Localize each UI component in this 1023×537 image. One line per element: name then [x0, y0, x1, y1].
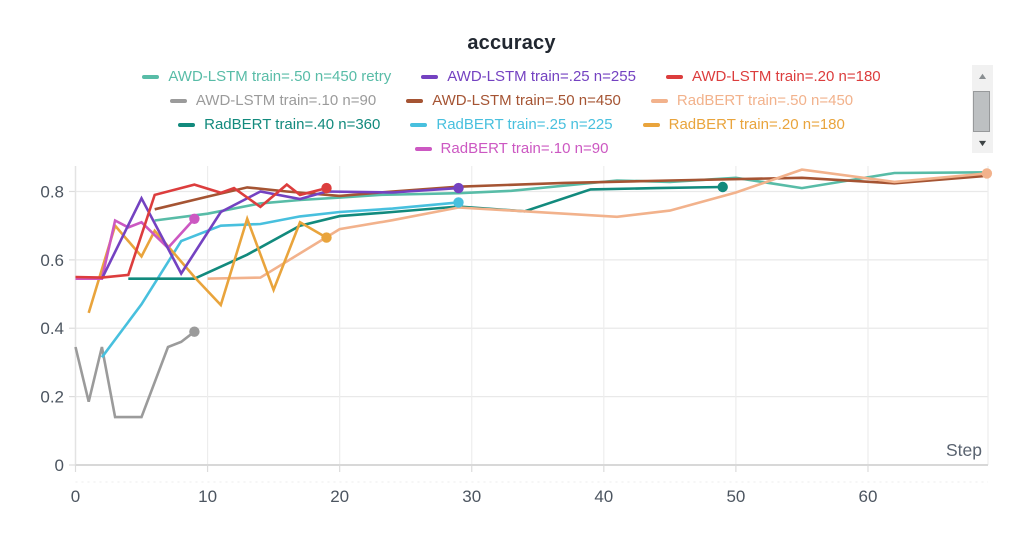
- up-arrow-icon: ▲: [976, 71, 989, 81]
- series-endpoint-dot: [717, 181, 728, 193]
- series-endpoint-dot: [189, 213, 200, 224]
- scrollbar-thumb[interactable]: [973, 91, 990, 132]
- series-endpoint-dot: [981, 168, 993, 179]
- legend-row: RadBERT train=.40 n=360 RadBERT train=.25…: [0, 114, 1023, 135]
- legend-swatch-icon: [414, 146, 432, 151]
- x-tick-label: 60: [859, 487, 878, 506]
- scrollbar[interactable]: ▲ ▼: [972, 65, 993, 153]
- series-endpoint-dot: [321, 232, 332, 243]
- series-line: [154, 174, 988, 211]
- legend-swatch-icon: [642, 122, 660, 127]
- series-endpoint-dot: [321, 182, 332, 194]
- series-line: [87, 214, 328, 314]
- legend-label: AWD-LSTM train=.25 n=255: [447, 68, 636, 85]
- legend-row: RadBERT train=.10 n=90: [0, 138, 1023, 159]
- legend-swatch-icon: [650, 98, 668, 103]
- series-endpoint-dot: [189, 326, 200, 337]
- series-line: [74, 330, 196, 419]
- x-tick-label: 30: [462, 487, 481, 506]
- legend-label: AWD-LSTM train=.10 n=90: [195, 92, 377, 109]
- legend-item[interactable]: RadBERT train=.50 n=450: [650, 90, 854, 111]
- y-tick-label: 0.2: [40, 388, 64, 407]
- x-tick-label: 20: [330, 487, 349, 506]
- series-line: [100, 201, 459, 359]
- legend-swatch-icon: [665, 74, 683, 79]
- x-tick-label: 40: [594, 487, 613, 506]
- legend-swatch-icon: [178, 122, 196, 127]
- legend-item[interactable]: AWD-LSTM train=.10 n=90: [169, 90, 377, 111]
- legend-item[interactable]: AWD-LSTM train=.25 n=255: [421, 66, 636, 87]
- legend-swatch-icon: [142, 74, 160, 79]
- x-tick-label: 10: [198, 487, 217, 506]
- legend-row: AWD-LSTM train=.10 n=90 AWD-LSTM train=.5…: [0, 90, 1023, 111]
- legend-label: AWD-LSTM train=.20 n=180: [691, 68, 881, 85]
- legend-swatch-icon: [410, 122, 428, 127]
- legend-label: RadBERT train=.40 n=360: [204, 116, 381, 133]
- x-tick-label: 50: [726, 487, 745, 506]
- down-arrow-icon: ▼: [976, 138, 989, 148]
- series-line: [128, 185, 723, 280]
- legend-swatch-icon: [421, 74, 439, 79]
- legend-item[interactable]: RadBERT train=.25 n=225: [410, 114, 613, 135]
- legend-label: AWD-LSTM train=.50 n=450: [432, 92, 621, 109]
- legend-item[interactable]: RadBERT train=.10 n=90: [414, 138, 609, 159]
- y-tick-label: 0.8: [40, 182, 64, 201]
- x-tick-label: 0: [71, 487, 80, 506]
- scroll-down-button[interactable]: ▼: [972, 136, 993, 150]
- x-axis-title: Step: [946, 440, 982, 460]
- legend-item[interactable]: AWD-LSTM train=.20 n=180: [665, 66, 881, 87]
- legend-item[interactable]: RadBERT train=.40 n=360: [178, 114, 380, 135]
- legend: AWD-LSTM train=.50 n=450 retry AWD-LSTM t…: [0, 66, 1023, 159]
- series-line: [75, 182, 327, 279]
- legend-label: RadBERT train=.50 n=450: [676, 92, 854, 109]
- chart-title: accuracy: [467, 32, 556, 54]
- series-endpoint-dot: [453, 182, 464, 194]
- series-endpoint-dot: [453, 197, 464, 208]
- legend-item[interactable]: RadBERT train=.20 n=180: [642, 114, 845, 135]
- legend-swatch-icon: [169, 98, 187, 103]
- y-tick-label: 0: [55, 456, 64, 475]
- series-line: [100, 186, 459, 280]
- legend-row: AWD-LSTM train=.50 n=450 retry AWD-LSTM t…: [0, 66, 1023, 87]
- legend-label: RadBERT train=.10 n=90: [440, 140, 609, 157]
- legend-label: RadBERT train=.25 n=225: [436, 116, 613, 133]
- legend-item[interactable]: AWD-LSTM train=.50 n=450: [406, 90, 621, 111]
- legend-label: AWD-LSTM train=.50 n=450 retry: [168, 68, 392, 85]
- y-tick-label: 0.6: [40, 251, 64, 270]
- legend-label: RadBERT train=.20 n=180: [668, 116, 845, 133]
- y-tick-label: 0.4: [40, 319, 64, 338]
- legend-item[interactable]: AWD-LSTM train=.50 n=450 retry: [142, 66, 391, 87]
- legend-swatch-icon: [406, 98, 424, 103]
- scroll-up-button[interactable]: ▲: [972, 69, 993, 83]
